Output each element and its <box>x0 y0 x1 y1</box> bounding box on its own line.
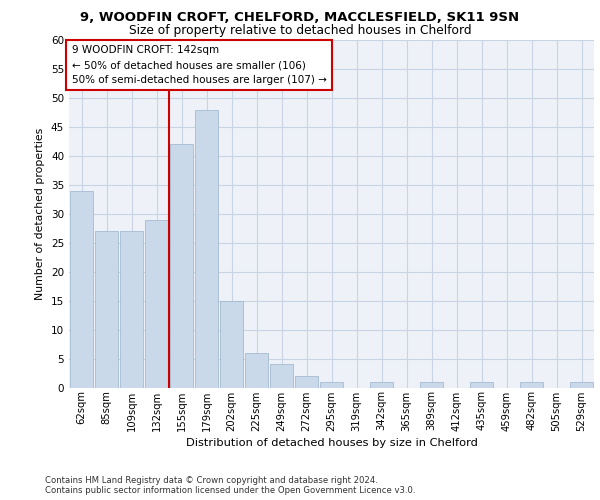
Text: Contains HM Land Registry data © Crown copyright and database right 2024.: Contains HM Land Registry data © Crown c… <box>45 476 378 485</box>
Bar <box>470 382 493 388</box>
Bar <box>245 353 268 388</box>
Bar <box>420 382 443 388</box>
Bar <box>270 364 293 388</box>
Bar <box>170 144 193 388</box>
Bar <box>320 382 343 388</box>
Text: 9 WOODFIN CROFT: 142sqm
← 50% of detached houses are smaller (106)
50% of semi-d: 9 WOODFIN CROFT: 142sqm ← 50% of detache… <box>71 45 326 85</box>
Text: 9, WOODFIN CROFT, CHELFORD, MACCLESFIELD, SK11 9SN: 9, WOODFIN CROFT, CHELFORD, MACCLESFIELD… <box>80 11 520 24</box>
Y-axis label: Number of detached properties: Number of detached properties <box>35 128 46 300</box>
Bar <box>370 382 393 388</box>
Bar <box>95 231 118 388</box>
Bar <box>220 300 243 388</box>
Bar <box>70 190 93 388</box>
Bar <box>145 220 168 388</box>
Bar <box>195 110 218 388</box>
Text: Contains public sector information licensed under the Open Government Licence v3: Contains public sector information licen… <box>45 486 415 495</box>
Bar <box>570 382 593 388</box>
Bar <box>120 231 143 388</box>
Bar <box>295 376 318 388</box>
Text: Size of property relative to detached houses in Chelford: Size of property relative to detached ho… <box>128 24 472 37</box>
X-axis label: Distribution of detached houses by size in Chelford: Distribution of detached houses by size … <box>185 438 478 448</box>
Bar <box>520 382 543 388</box>
